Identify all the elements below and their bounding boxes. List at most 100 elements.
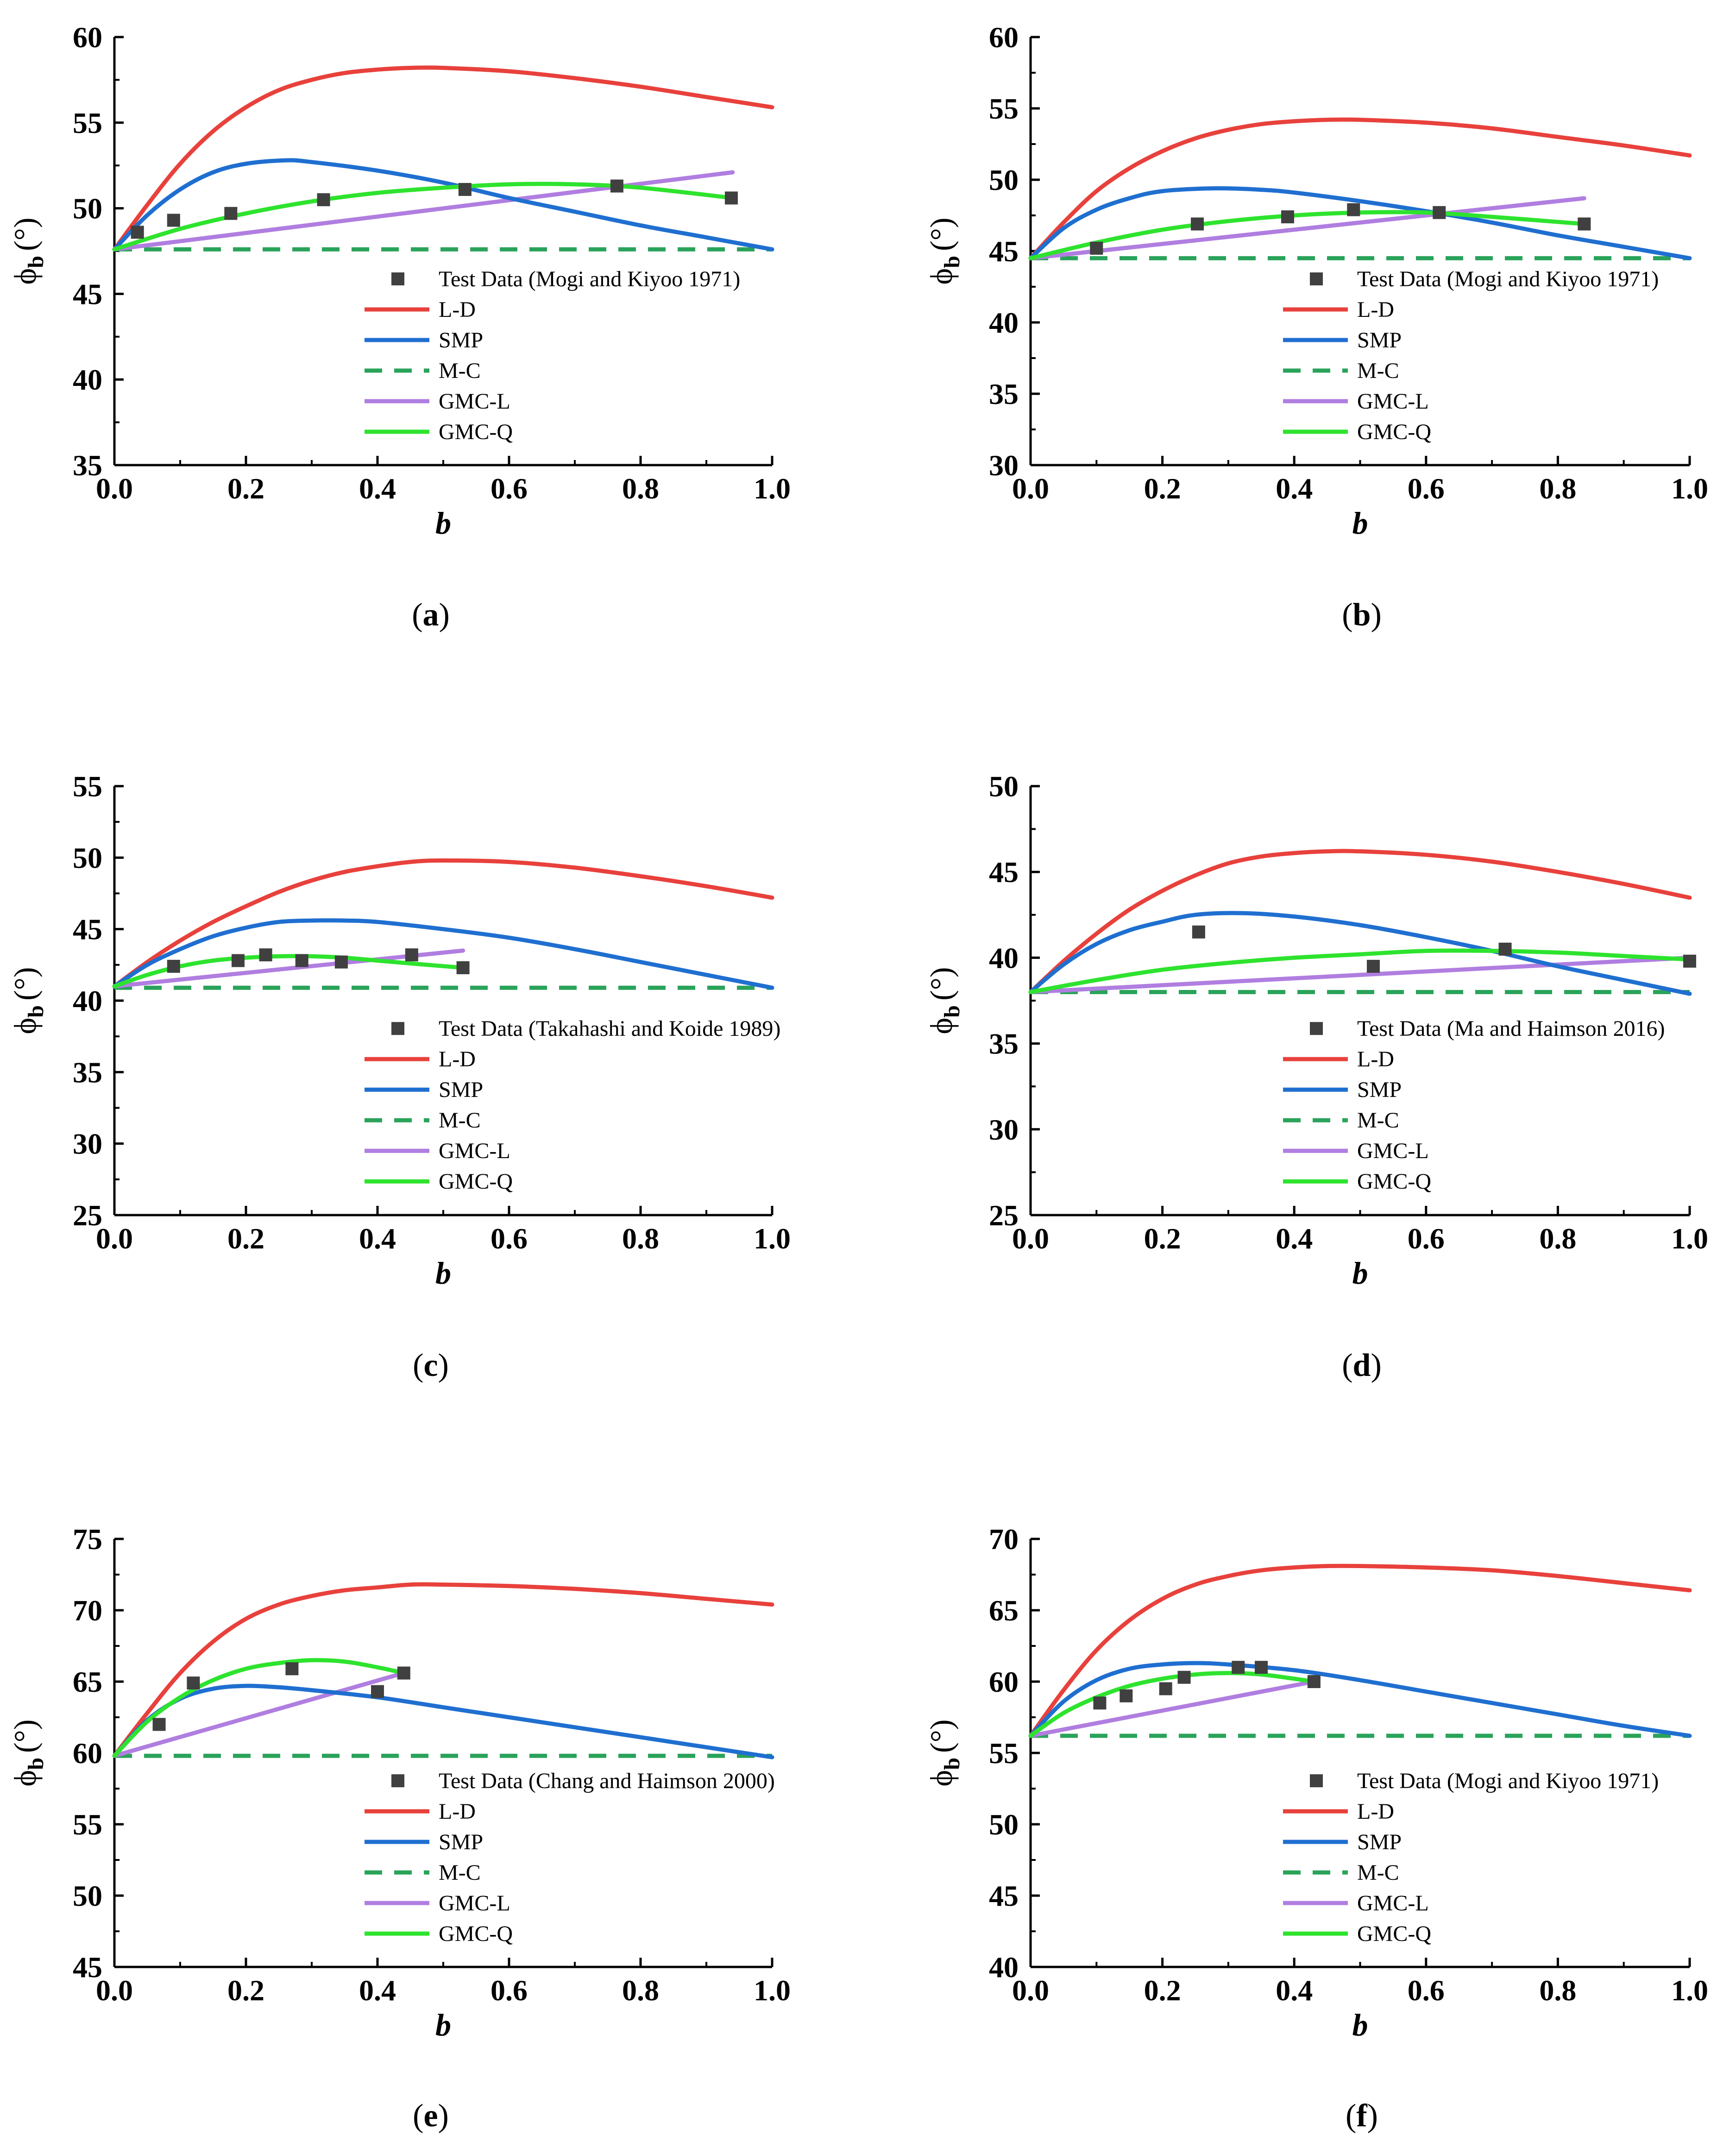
legend-entry-label: L-D	[439, 297, 476, 322]
x-tick-label: 0.2	[227, 472, 264, 505]
test-data-point	[131, 226, 144, 239]
panel-caption: (e)	[413, 2098, 449, 2134]
test-data-point	[724, 191, 738, 205]
x-tick-label: 0.8	[1539, 1974, 1576, 2007]
test-data-point	[1683, 954, 1696, 968]
y-axis-label: ϕb(°)	[924, 967, 964, 1034]
series-line-gmc-l	[112, 948, 465, 989]
test-data-point	[295, 954, 308, 967]
test-data-point	[317, 193, 330, 207]
test-data-point	[458, 183, 472, 196]
series-line-gmc-q	[1028, 948, 1692, 994]
x-axis-label: b	[1352, 1255, 1368, 1291]
x-tick-label: 0.0	[96, 472, 133, 505]
legend-entry-label: Test Data (Mogi and Kiyoo 1971)	[439, 267, 740, 291]
y-tick-label: 40	[989, 941, 1019, 974]
x-tick-label: 1.0	[1671, 1974, 1708, 2007]
y-tick-label: 45	[73, 1951, 102, 1984]
test-data-point	[1120, 1689, 1133, 1702]
x-tick-label: 0.0	[96, 1222, 133, 1255]
test-data-point	[1191, 217, 1204, 231]
legend-entry-label: SMP	[1357, 1830, 1402, 1854]
series-line-gmc-l	[112, 1671, 406, 1758]
series-line-l-d	[1028, 849, 1692, 994]
y-tick-label: 55	[73, 107, 102, 139]
y-tick-label: 35	[73, 1056, 102, 1089]
y-tick-label: 25	[73, 1199, 102, 1232]
x-tick-label: 1.0	[754, 1974, 791, 2007]
legend-entry-label: L-D	[1357, 297, 1394, 322]
y-tick-label: 45	[989, 235, 1019, 268]
legend-entry-label: M-C	[439, 1860, 481, 1885]
legend-entry-label: GMC-L	[1357, 1891, 1429, 1916]
test-data-point	[152, 1718, 166, 1731]
x-tick-label: 0.8	[622, 1222, 659, 1255]
series-line-gmc-l	[112, 170, 735, 252]
series-line-smp	[112, 158, 774, 252]
y-tick-label: 60	[73, 21, 102, 54]
series-group	[1028, 117, 1692, 260]
legend-entry-label: Test Data (Chang and Haimson 2000)	[439, 1769, 775, 1793]
series-group	[1028, 849, 1696, 996]
legend-entry-label: GMC-L	[1357, 1139, 1429, 1163]
legend-entry-label: GMC-Q	[439, 1169, 513, 1194]
legend-entry-label: GMC-L	[439, 1891, 510, 1916]
test-data-point	[397, 1666, 410, 1680]
x-tick-label: 0.2	[1144, 1974, 1181, 2007]
x-tick-label: 0.4	[1276, 1974, 1313, 2007]
series-line-smp	[1028, 1661, 1692, 1738]
legend-entry-label: L-D	[439, 1799, 476, 1824]
panel-caption: (a)	[412, 597, 450, 633]
y-tick-label: 50	[989, 1808, 1019, 1841]
x-tick-label: 0.2	[227, 1222, 264, 1255]
y-tick-label: 30	[73, 1128, 102, 1160]
x-tick-label: 0.2	[227, 1974, 264, 2007]
x-tick-label: 0.0	[96, 1974, 133, 2007]
chart-panel-e: 0.0 0.2 0.4 0.6 0.8 1.0 45 50 55 60 65 70 75 b ϕb(°) Te…	[7, 1523, 791, 2134]
series-line-smp	[1028, 911, 1692, 996]
y-tick-label: 45	[989, 1879, 1019, 1912]
legend-entry-label: M-C	[439, 1108, 481, 1133]
y-tick-label: 70	[989, 1523, 1019, 1556]
x-tick-label: 0.2	[1144, 1222, 1181, 1255]
y-tick-label: 35	[989, 1027, 1019, 1060]
test-data-point	[1366, 959, 1380, 973]
legend-entry-label: SMP	[439, 1830, 483, 1854]
legend: Test Data (Takahashi and Koide 1989) L-D S…	[365, 1016, 780, 1194]
x-axis-label: b	[1352, 2007, 1368, 2042]
y-axis-label: ϕb(°)	[7, 967, 48, 1034]
x-tick-label: 0.4	[359, 1974, 396, 2007]
test-data-point	[187, 1677, 200, 1690]
y-tick-label: 60	[989, 21, 1019, 54]
series-line-l-d	[112, 1582, 774, 1758]
test-data-point	[1090, 241, 1103, 255]
x-tick-label: 0.4	[1276, 1222, 1313, 1255]
y-tick-label: 40	[73, 363, 102, 396]
series-group	[1028, 1563, 1692, 1738]
legend-marker-test-data	[391, 1022, 404, 1035]
test-data-point	[1498, 942, 1512, 956]
x-tick-label: 0.2	[1144, 472, 1181, 505]
test-data-point	[334, 955, 348, 969]
legend-entry-label: SMP	[1357, 1078, 1402, 1102]
x-tick-label: 1.0	[1671, 1222, 1708, 1255]
legend-entry-label: Test Data (Takahashi and Koide 1989)	[439, 1016, 780, 1041]
legend: Test Data (Mogi and Kiyoo 1971) L-D SMP M-C…	[1283, 1769, 1659, 1946]
x-axis-label: b	[1352, 505, 1368, 541]
y-tick-label: 75	[73, 1523, 102, 1556]
y-tick-label: 30	[989, 449, 1019, 482]
y-tick-label: 55	[989, 1737, 1019, 1770]
series-line-gmc-l	[1028, 1679, 1316, 1738]
y-tick-label: 60	[73, 1737, 102, 1770]
test-data-point	[1159, 1682, 1172, 1695]
x-tick-label: 0.8	[622, 472, 659, 505]
test-data-point	[1255, 1661, 1268, 1674]
legend-entry-label: M-C	[1357, 1860, 1399, 1885]
legend-entry-label: Test Data (Ma and Haimson 2016)	[1357, 1016, 1665, 1041]
legend-marker-test-data	[1310, 1774, 1323, 1788]
chart-panel-c: 0.0 0.2 0.4 0.6 0.8 1.0 25 30 35 40 45 50 55 b ϕb(°) Te…	[7, 770, 791, 1383]
test-data-point	[167, 214, 180, 227]
test-data-point	[1307, 1675, 1321, 1688]
y-tick-label: 55	[989, 92, 1019, 125]
y-tick-label: 45	[989, 856, 1019, 889]
